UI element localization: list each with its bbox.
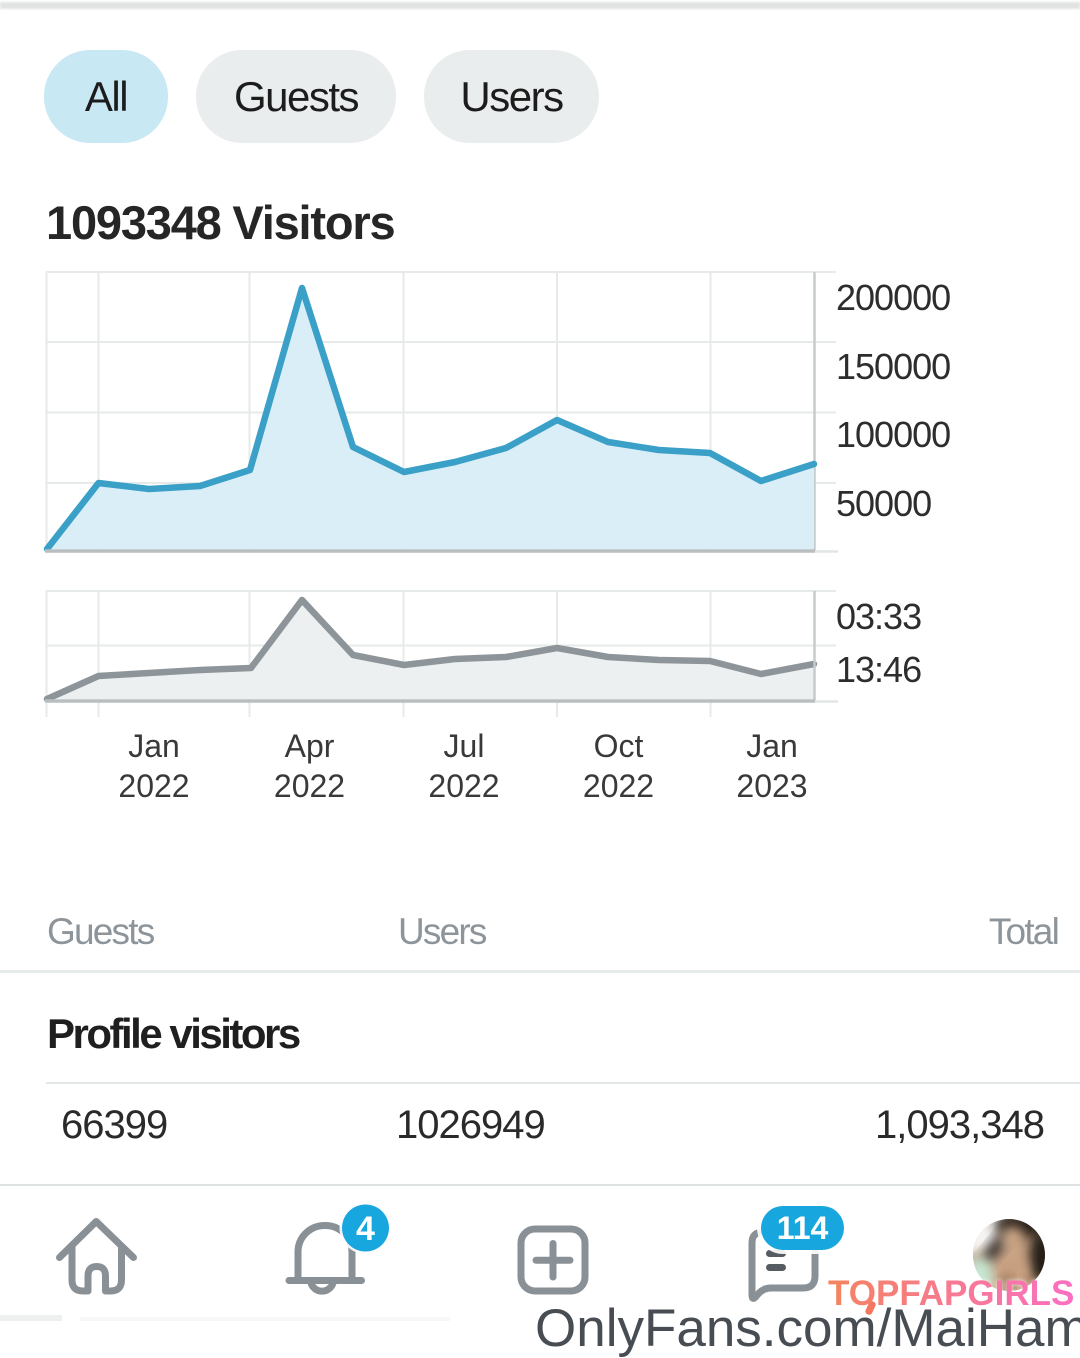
svg-text:4: 4 [356,1210,375,1248]
svg-text:114: 114 [777,1210,829,1246]
